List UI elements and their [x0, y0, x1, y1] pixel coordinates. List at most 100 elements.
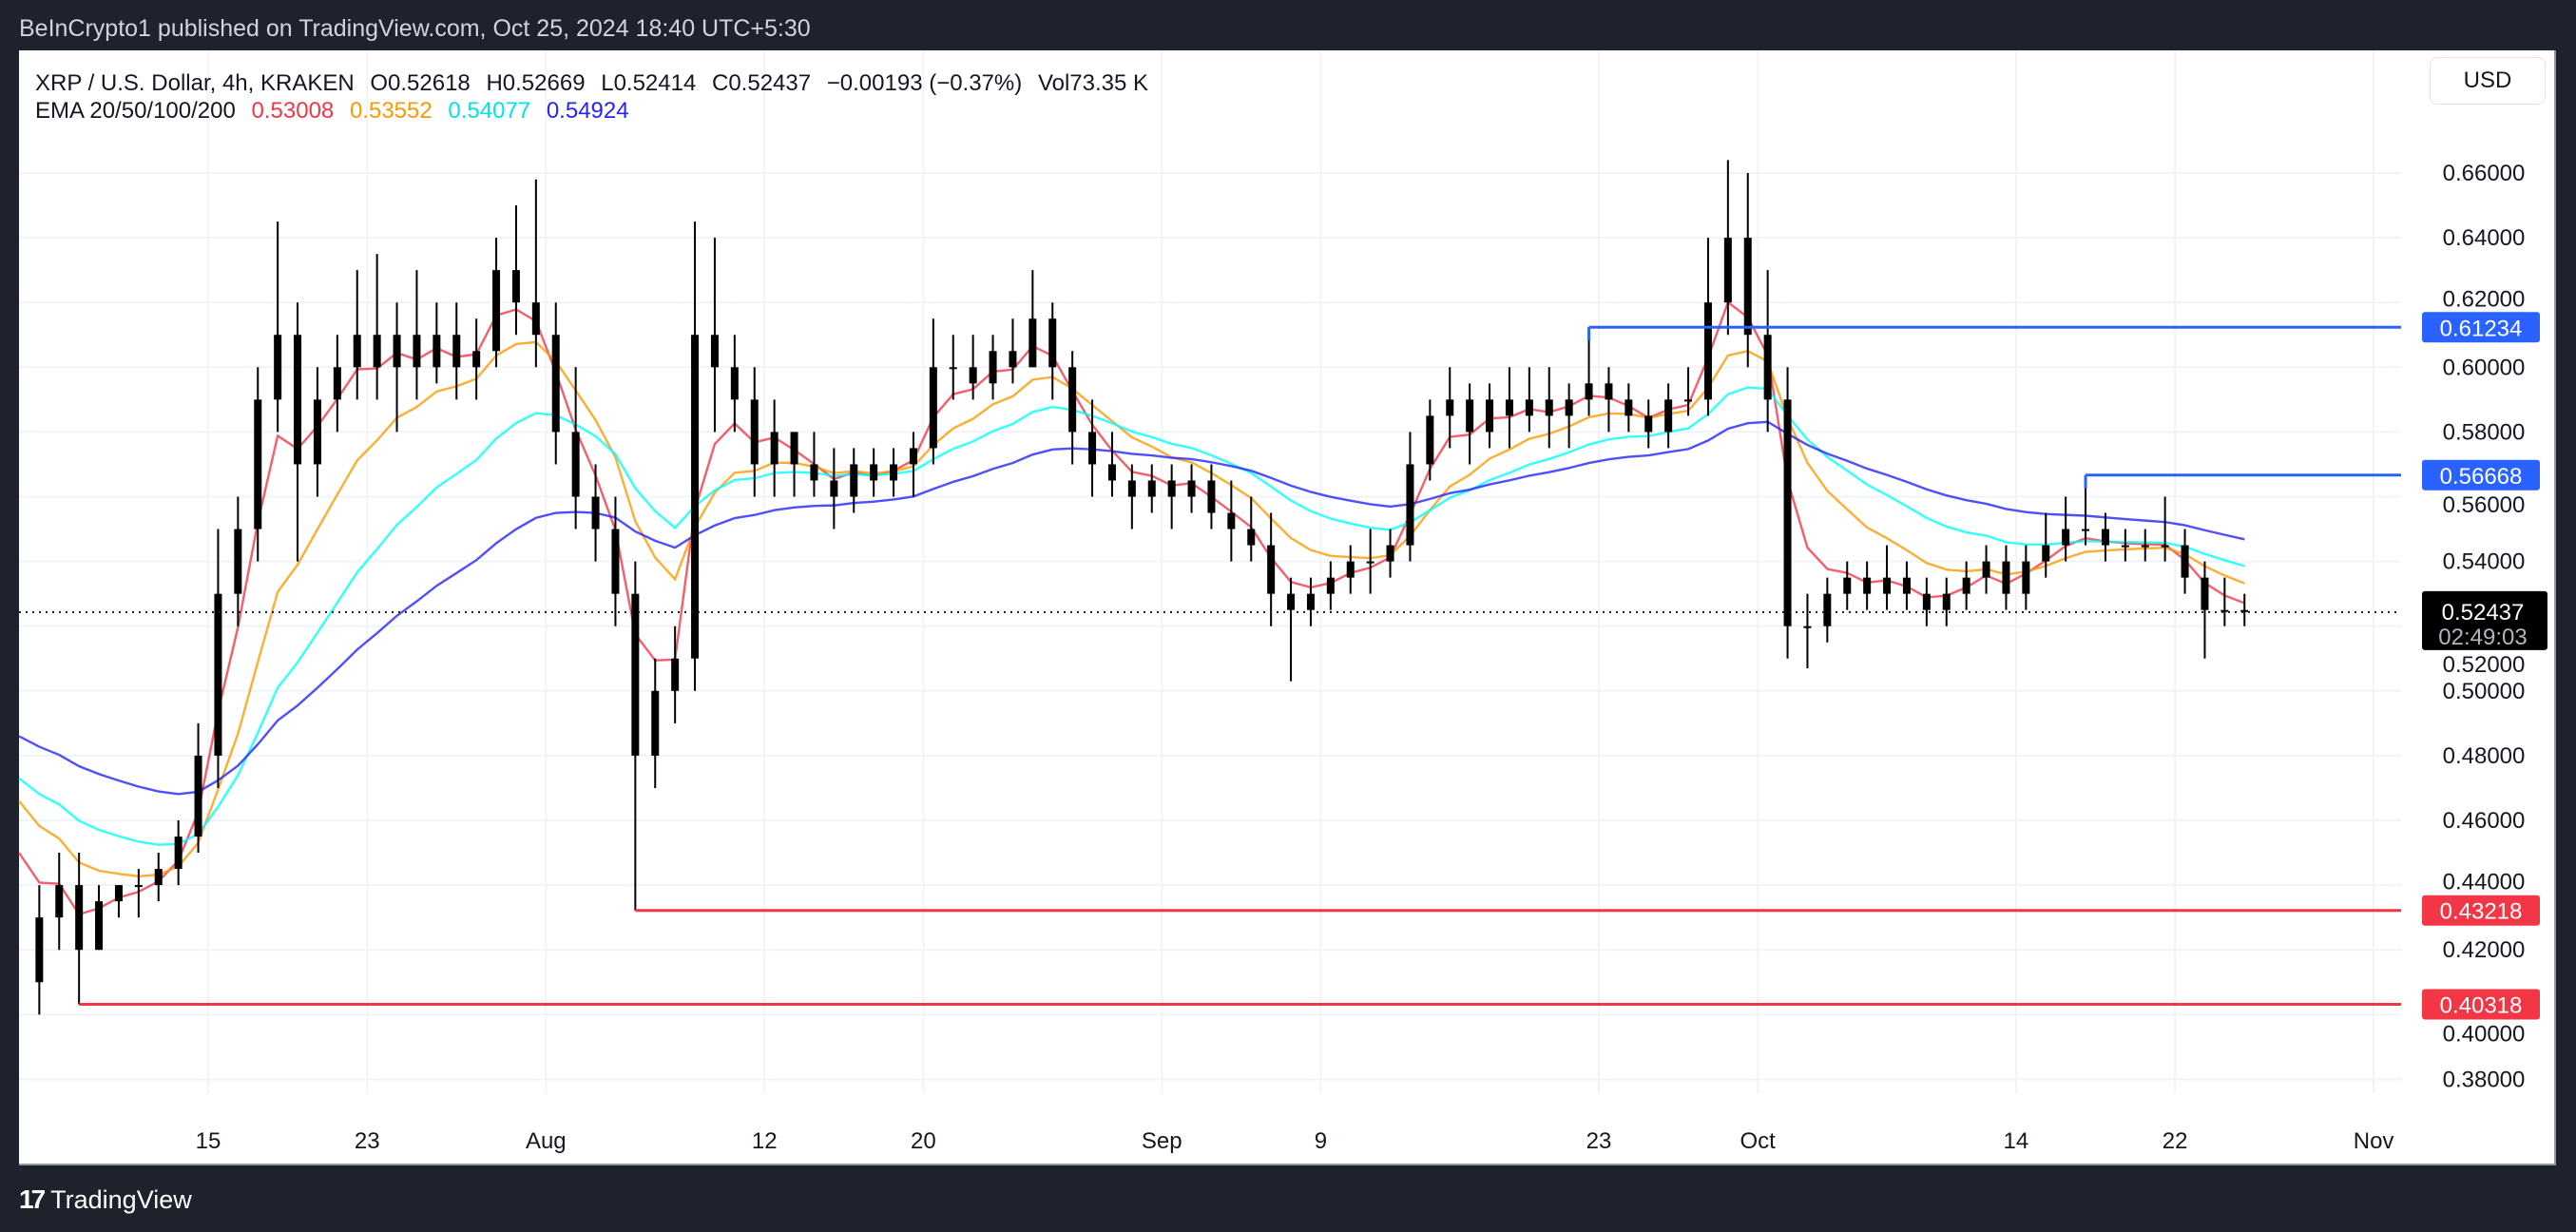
candle-body: [333, 367, 341, 400]
y-tick-label: 0.40000: [2443, 1021, 2526, 1047]
candle-body: [1843, 577, 1852, 594]
candle-body: [1088, 432, 1097, 465]
candle-body: [274, 335, 282, 400]
x-tick-label: Oct: [1740, 1128, 1777, 1154]
candle-body: [929, 367, 937, 449]
candle-body: [1902, 577, 1911, 594]
y-tick-label: 0.64000: [2443, 225, 2526, 251]
candle-body: [631, 593, 640, 756]
ema20-value: 0.53008: [251, 98, 335, 124]
candle-body: [1982, 561, 1990, 578]
candle-body: [1962, 577, 1970, 594]
x-tick-label: 23: [1586, 1128, 1612, 1154]
candle-body: [790, 432, 798, 465]
resistance-price-tag: [2422, 312, 2540, 343]
candle-body: [2201, 577, 2209, 610]
support-price-label: 0.43218: [2440, 899, 2523, 925]
candle-body: [770, 432, 779, 465]
candle-body: [1306, 593, 1315, 610]
candle-body: [1386, 545, 1394, 562]
candle-body: [1048, 318, 1057, 368]
y-tick-label: 0.48000: [2443, 743, 2526, 769]
ema-title[interactable]: EMA 20/50/100/200: [35, 98, 236, 124]
x-tick-label: Sep: [1142, 1128, 1182, 1154]
candle-body: [1167, 480, 1176, 497]
x-tick-label: 22: [2163, 1128, 2188, 1154]
candle-body: [2062, 529, 2070, 546]
candle-body: [2220, 609, 2229, 612]
support-price-tag: [2422, 895, 2540, 926]
candle-body: [492, 270, 501, 352]
candle-body: [1505, 399, 1513, 416]
tradingview-logo[interactable]: 17 TradingView: [19, 1184, 192, 1215]
candle-body: [1446, 399, 1454, 416]
ohlc-low: L0.52414: [601, 70, 697, 96]
ohlc-close: C0.52437: [712, 70, 812, 96]
candle-countdown: 02:49:03: [2438, 625, 2527, 650]
candle-body: [1009, 351, 1017, 368]
ohlc-open: O0.52618: [370, 70, 471, 96]
resistance-price-label: 0.56668: [2440, 464, 2523, 490]
support-price-label: 0.40318: [2440, 992, 2523, 1018]
symbol-legend: XRP / U.S. Dollar, 4h, KRAKEN O0.52618 H…: [35, 70, 1158, 96]
y-tick-label: 0.54000: [2443, 549, 2526, 575]
y-tick-label: 0.50000: [2443, 679, 2526, 704]
candle-body: [353, 335, 361, 368]
ema-50-line: [18, 340, 2245, 877]
candle-body: [531, 302, 540, 336]
candle-body: [671, 658, 680, 691]
candle-body: [55, 885, 64, 918]
candle-body: [1703, 302, 1712, 400]
candle-body: [1783, 399, 1792, 626]
candle-body: [1287, 593, 1296, 610]
candle-body: [2141, 545, 2149, 548]
last-price-label: 0.52437: [2442, 600, 2525, 626]
candle-body: [452, 335, 461, 368]
candle-body: [1486, 399, 1494, 433]
candle-body: [2022, 561, 2030, 594]
x-tick-label: 12: [752, 1128, 778, 1154]
candle-body: [472, 351, 481, 368]
y-tick-label: 0.62000: [2443, 286, 2526, 312]
x-tick-label: 20: [911, 1128, 936, 1154]
candle-body: [1227, 512, 1236, 529]
candle-body: [2101, 529, 2109, 546]
candle-body: [611, 529, 620, 594]
candle-body: [1942, 593, 1951, 610]
candle-body: [2121, 545, 2129, 548]
y-tick-label: 0.56000: [2443, 492, 2526, 518]
candle-body: [810, 464, 818, 481]
candle-body: [1565, 399, 1573, 416]
ema100-value: 0.54077: [448, 98, 531, 124]
candle-body: [2082, 529, 2090, 531]
candle-body: [1127, 480, 1136, 497]
candle-body: [194, 755, 202, 837]
candle-body: [1406, 464, 1414, 546]
candle-body: [254, 399, 262, 529]
candle-body: [35, 917, 44, 983]
candle-body: [2002, 561, 2010, 594]
y-tick-label: 0.42000: [2443, 937, 2526, 963]
candle-body: [909, 448, 917, 465]
ema-legend: EMA 20/50/100/200 0.53008 0.53552 0.5407…: [35, 98, 639, 124]
x-tick-label: 14: [2004, 1128, 2029, 1154]
support-price-tag: [2422, 989, 2540, 1020]
symbol-title[interactable]: XRP / U.S. Dollar, 4h, KRAKEN: [35, 70, 355, 96]
candle-body: [750, 399, 759, 465]
resistance-price-label: 0.61234: [2440, 316, 2523, 341]
candle-body: [1147, 480, 1156, 497]
candle-body: [1763, 335, 1772, 400]
ema200-value: 0.54924: [546, 98, 629, 124]
candle-body: [511, 270, 520, 303]
candle-body: [989, 351, 997, 384]
currency-button[interactable]: USD: [2430, 57, 2546, 105]
candle-body: [1426, 415, 1434, 465]
candle-body: [393, 335, 401, 368]
candle-body: [1863, 577, 1872, 594]
ema-200-line: [18, 420, 2245, 796]
candle-body: [830, 480, 838, 497]
candle-body: [1247, 529, 1256, 546]
candle-body: [1366, 561, 1375, 564]
candle-body: [730, 367, 739, 400]
